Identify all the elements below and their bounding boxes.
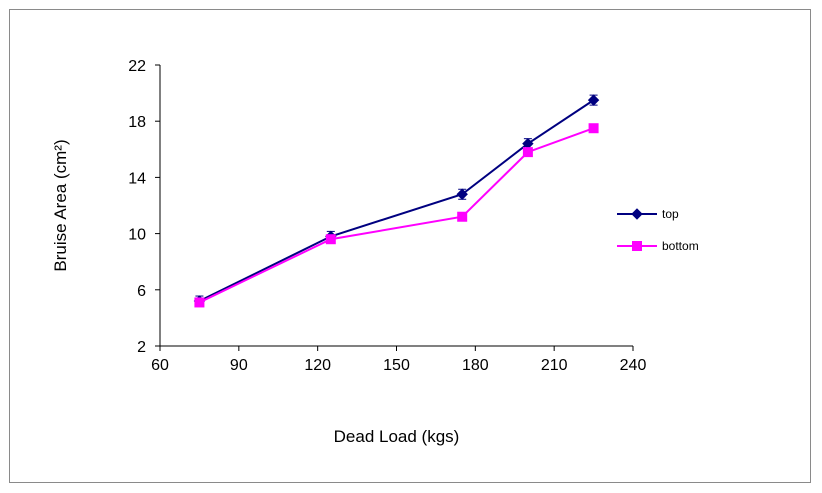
x-ticks: 60 90 120 150 180 210 240 bbox=[151, 346, 646, 374]
legend-label-bottom: bottom bbox=[662, 239, 699, 253]
y-tick-label: 6 bbox=[137, 283, 146, 300]
x-tick-label: 210 bbox=[541, 357, 568, 374]
series-layer bbox=[193, 94, 600, 308]
data-point-top bbox=[631, 208, 643, 220]
x-tick-label: 150 bbox=[383, 357, 410, 374]
y-tick-label: 18 bbox=[128, 114, 146, 131]
x-tick-label: 90 bbox=[230, 357, 248, 374]
series-top bbox=[193, 94, 600, 307]
legend-item-top: top bbox=[617, 207, 679, 221]
x-tick-label: 120 bbox=[304, 357, 331, 374]
x-tick-label: 180 bbox=[462, 357, 489, 374]
legend: top bottom bbox=[617, 207, 699, 253]
x-tick-label: 60 bbox=[151, 357, 169, 374]
y-tick-label: 2 bbox=[137, 339, 146, 356]
y-ticks: 2 6 10 14 18 22 bbox=[128, 58, 160, 356]
legend-label-top: top bbox=[662, 207, 679, 221]
data-point-bottom bbox=[522, 147, 533, 158]
data-point-top bbox=[587, 94, 600, 106]
data-point-bottom bbox=[194, 297, 205, 308]
data-point-bottom bbox=[325, 234, 336, 245]
y-tick-label: 10 bbox=[128, 227, 146, 244]
y-axis-title: Bruise Area (cm²) bbox=[51, 139, 70, 271]
data-point-top bbox=[456, 188, 468, 200]
axes bbox=[159, 65, 633, 347]
y-tick-label: 14 bbox=[128, 170, 146, 187]
data-point-bottom bbox=[632, 241, 642, 251]
y-tick-label: 22 bbox=[128, 58, 146, 75]
data-point-bottom bbox=[457, 211, 468, 222]
data-point-bottom bbox=[588, 123, 599, 134]
x-tick-label: 240 bbox=[620, 357, 647, 374]
chart-frame bbox=[9, 9, 811, 483]
series-bottom bbox=[194, 123, 599, 308]
x-axis-title: Dead Load (kgs) bbox=[334, 427, 460, 446]
series-line-top bbox=[198, 99, 595, 302]
legend-item-bottom: bottom bbox=[617, 239, 699, 253]
